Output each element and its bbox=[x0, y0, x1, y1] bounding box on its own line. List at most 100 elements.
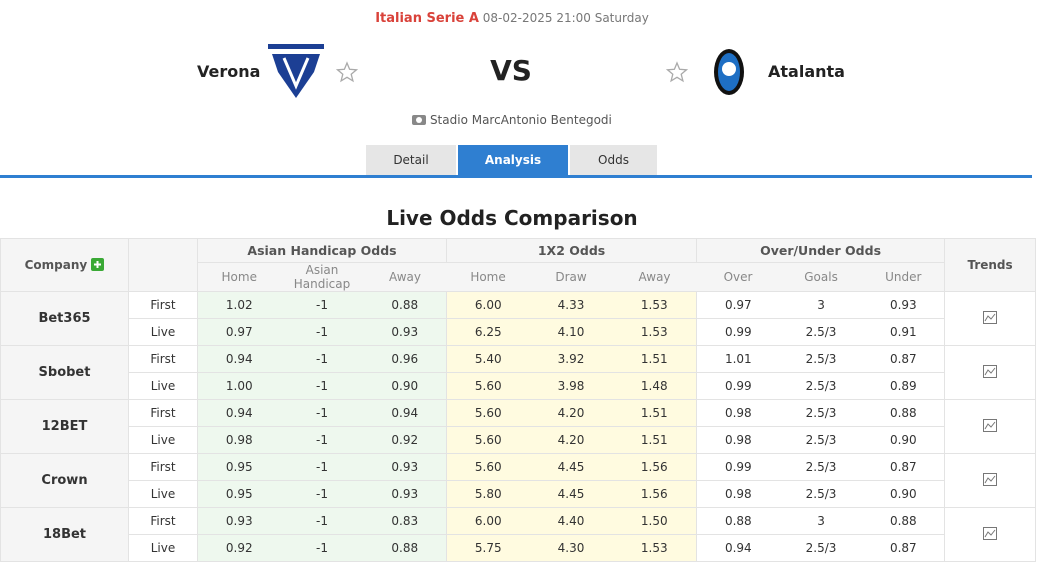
trends-cell bbox=[944, 507, 1037, 562]
header-text: Company bbox=[24, 258, 88, 272]
subheader: Home bbox=[446, 262, 530, 292]
odds-cell: 1.50 bbox=[612, 507, 697, 535]
odds-cell: 0.88 bbox=[862, 507, 945, 535]
odds-cell: -1 bbox=[280, 480, 364, 508]
odds-cell: 4.30 bbox=[529, 534, 613, 562]
tab[interactable]: Odds bbox=[570, 145, 657, 175]
odds-cell: 0.97 bbox=[696, 291, 780, 319]
odds-cell: 0.94 bbox=[197, 345, 281, 373]
odds-row: 12BET First 0.94 -1 0.94 5.60 4.20 1.51 0.98 2.5/… bbox=[0, 399, 1037, 454]
trend-icon[interactable] bbox=[983, 472, 998, 486]
subheader: Goals bbox=[779, 262, 863, 292]
subheader: Away bbox=[612, 262, 697, 292]
odds-row: Live 0.92 -1 0.88 5.75 4.30 1.53 0.94 2.5/3 0.87 bbox=[1, 534, 1036, 562]
odds-row: Live 0.97 -1 0.93 6.25 4.10 1.53 0.99 2.5/3 0.91 bbox=[1, 318, 1036, 346]
odds-cell: 1.56 bbox=[612, 453, 697, 481]
odds-cell: -1 bbox=[280, 534, 364, 562]
datetime: 08-02-2025 21:00 Saturday bbox=[482, 11, 649, 25]
odds-cell: 1.51 bbox=[612, 399, 697, 427]
odds-cell: 0.98 bbox=[696, 480, 780, 508]
odds-cell: 2.5/3 bbox=[779, 426, 863, 454]
tab-bar bbox=[0, 175, 1032, 178]
odds-cell: 0.98 bbox=[696, 399, 780, 427]
odds-cell: 5.60 bbox=[446, 453, 530, 481]
tab-active[interactable]: Analysis bbox=[458, 145, 568, 175]
trends-cell bbox=[944, 345, 1037, 400]
add-icon[interactable] bbox=[91, 258, 105, 271]
odds-cell: 3.98 bbox=[529, 372, 613, 400]
group-header: 1X2 Odds bbox=[446, 238, 698, 263]
subheader: Draw bbox=[529, 262, 613, 292]
row-label: First bbox=[128, 399, 198, 427]
odds-cell: -1 bbox=[280, 426, 364, 454]
trends-cell bbox=[944, 291, 1037, 346]
odds-cell: 6.00 bbox=[446, 507, 530, 535]
odds-cell: 1.53 bbox=[612, 534, 697, 562]
odds-cell: 0.83 bbox=[363, 507, 447, 535]
group-header: Asian Handicap Odds bbox=[196, 238, 448, 263]
odds-row: 18Bet First 0.93 -1 0.83 6.00 4.40 1.50 0.88 3 0.8… bbox=[0, 507, 1037, 562]
trend-icon[interactable] bbox=[983, 418, 998, 432]
match-info: Italian Serie A 08-02-2025 21:00 Saturda… bbox=[0, 11, 1024, 26]
odds-cell: 4.33 bbox=[529, 291, 613, 319]
row-label: Live bbox=[128, 426, 198, 454]
odds-cell: -1 bbox=[280, 318, 364, 346]
row-label: First bbox=[128, 345, 198, 373]
row-label: First bbox=[128, 507, 198, 535]
odds-cell: 2.5/3 bbox=[779, 480, 863, 508]
odds-row: Live 0.95 -1 0.93 5.80 4.45 1.56 0.98 2.5/3 0.90 bbox=[1, 480, 1036, 508]
odds-cell: 0.95 bbox=[197, 453, 281, 481]
odds-cell: 4.45 bbox=[529, 480, 613, 508]
odds-cell: 0.88 bbox=[363, 534, 447, 562]
league[interactable]: Italian Serie A bbox=[375, 11, 479, 26]
odds-cell: 2.5/3 bbox=[779, 318, 863, 346]
odds-cell: 0.98 bbox=[696, 426, 780, 454]
trend-icon[interactable] bbox=[983, 310, 998, 324]
trend-icon[interactable] bbox=[983, 364, 998, 378]
odds-cell: 1.51 bbox=[612, 345, 697, 373]
favorite-star[interactable] bbox=[336, 61, 358, 83]
odds-cell: 5.60 bbox=[446, 426, 530, 454]
odds-cell: 3 bbox=[779, 291, 863, 319]
company-name: Crown bbox=[0, 453, 129, 508]
odds-cell: 0.88 bbox=[862, 399, 945, 427]
row-label: Live bbox=[128, 480, 198, 508]
odds-cell: 0.87 bbox=[862, 345, 945, 373]
odds-cell: 0.94 bbox=[363, 399, 447, 427]
company-name: 12BET bbox=[0, 399, 129, 454]
odds-cell: 2.5/3 bbox=[779, 345, 863, 373]
odds-cell: 0.93 bbox=[363, 318, 447, 346]
odds-cell: 1.01 bbox=[696, 345, 780, 373]
odds-cell: 5.40 bbox=[446, 345, 530, 373]
odds-cell: 0.95 bbox=[197, 480, 281, 508]
tab[interactable]: Detail bbox=[366, 145, 456, 175]
odds-cell: 0.97 bbox=[197, 318, 281, 346]
subheader: Under bbox=[862, 262, 945, 292]
odds-cell: 0.93 bbox=[363, 453, 447, 481]
odds-cell: 4.45 bbox=[529, 453, 613, 481]
trend-icon[interactable] bbox=[983, 526, 998, 540]
favorite-star[interactable] bbox=[666, 61, 688, 83]
home-team[interactable]: Verona bbox=[197, 62, 261, 81]
odds-table: Company Asian Handicap Odds 1X2 Odds Ove… bbox=[0, 238, 1037, 562]
odds-cell: 0.94 bbox=[696, 534, 780, 562]
odds-cell: 4.10 bbox=[529, 318, 613, 346]
odds-cell: -1 bbox=[280, 345, 364, 373]
odds-row: Bet365 First 1.02 -1 0.88 6.00 4.33 1.53 0.97 3 0.… bbox=[0, 291, 1037, 346]
odds-row: Sbobet First 0.94 -1 0.96 5.40 3.92 1.51 1.01 2.5… bbox=[0, 345, 1037, 400]
away-team[interactable]: Atalanta bbox=[768, 62, 845, 81]
odds-cell: 0.93 bbox=[862, 291, 945, 319]
company-name: Bet365 bbox=[0, 291, 129, 346]
odds-cell: 0.89 bbox=[862, 372, 945, 400]
odds-cell: 1.51 bbox=[612, 426, 697, 454]
odds-cell: 1.00 bbox=[197, 372, 281, 400]
odds-cell: 6.00 bbox=[446, 291, 530, 319]
odds-cell: 0.98 bbox=[197, 426, 281, 454]
table-body: Bet365 First 1.02 -1 0.88 6.00 4.33 1.53 0.97 3 0.… bbox=[0, 291, 1037, 562]
venue-line: Stadio MarcAntonio Bentegodi bbox=[0, 113, 1024, 127]
odds-cell: 0.87 bbox=[862, 453, 945, 481]
odds-cell: 0.92 bbox=[197, 534, 281, 562]
odds-cell: 2.5/3 bbox=[779, 534, 863, 562]
row-label: Live bbox=[128, 534, 198, 562]
